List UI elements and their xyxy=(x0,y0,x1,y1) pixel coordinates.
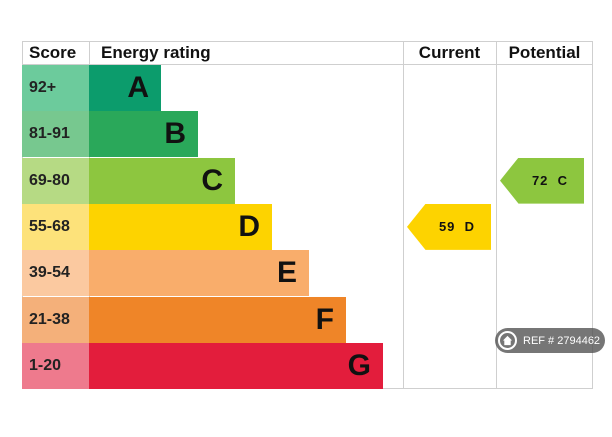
current-rating-marker: 59 D xyxy=(407,203,491,250)
reference-text: REF # 2794462 xyxy=(523,334,601,347)
header-potential: Potential xyxy=(508,42,581,62)
current-divider xyxy=(403,41,404,389)
rating-bar-b: B xyxy=(89,111,198,158)
rating-letter-g: G xyxy=(347,348,371,382)
rating-bar-a: A xyxy=(89,65,161,111)
rating-letter-a: A xyxy=(127,71,149,104)
rating-letter-b: B xyxy=(164,117,186,151)
score-range-d: 55-68 xyxy=(22,203,89,250)
score-range-a: 92+ xyxy=(22,65,89,111)
rating-bar-f: F xyxy=(89,296,346,343)
score-range-c: 69-80 xyxy=(22,157,89,204)
header-energy-rating: Energy rating xyxy=(101,42,211,62)
potential-rating-marker: 72 C xyxy=(500,157,584,204)
potential-divider xyxy=(496,41,497,389)
top-border xyxy=(22,41,593,42)
header-score: Score xyxy=(29,42,77,62)
score-range-f: 21-38 xyxy=(22,296,89,343)
rating-letter-e: E xyxy=(276,256,297,290)
header-divider xyxy=(22,64,593,65)
score-range-e: 39-54 xyxy=(22,250,89,297)
reference-watermark: REF # 2794462 xyxy=(495,328,605,353)
rating-bar-c: C xyxy=(89,157,235,204)
score-range-g: 1-20 xyxy=(22,342,89,389)
rating-bar-g: G xyxy=(89,342,383,389)
rating-bar-e: E xyxy=(89,250,309,297)
rating-bar-d: D xyxy=(89,203,272,250)
rating-letter-f: F xyxy=(315,302,334,336)
right-border xyxy=(592,41,593,389)
home-icon xyxy=(498,331,517,350)
score-range-b: 81-91 xyxy=(22,111,89,158)
epc-chart: Score Energy rating Current Potential 92… xyxy=(22,41,593,389)
rating-letter-d: D xyxy=(238,209,260,243)
rating-letter-c: C xyxy=(201,163,223,197)
header-current: Current xyxy=(418,42,481,62)
